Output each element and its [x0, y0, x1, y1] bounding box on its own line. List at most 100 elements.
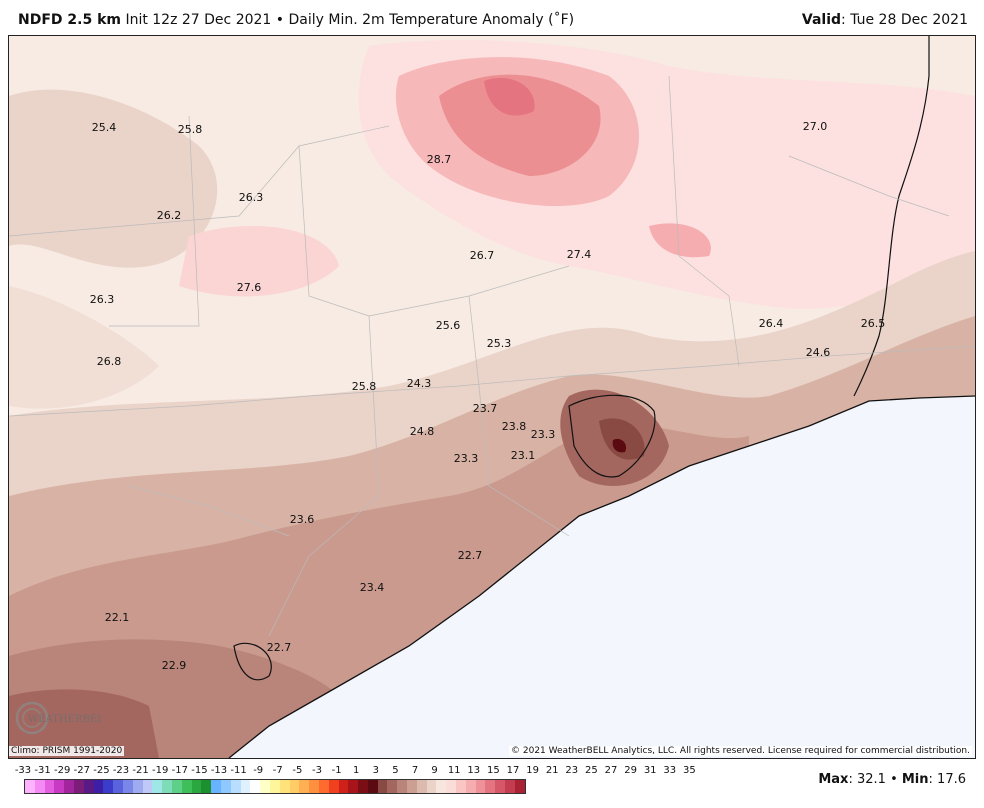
- legend-swatch: [338, 780, 349, 793]
- legend-swatch: [367, 780, 378, 793]
- legend-swatch: [309, 780, 319, 793]
- map-value: 23.1: [511, 449, 536, 462]
- legend-swatch: [475, 780, 486, 793]
- legend-swatch: [260, 780, 270, 793]
- anomaly-region: [9, 689, 159, 758]
- legend-swatch: [181, 780, 192, 793]
- map-value: 22.1: [105, 611, 130, 624]
- map-value: 24.8: [410, 425, 435, 438]
- legend-tick-label: 17: [506, 765, 520, 776]
- map-canvas: 25.4 25.8 28.7 27.0 26.3 26.2 26.7 27.4 …: [9, 36, 975, 758]
- legend-swatch: [142, 780, 153, 793]
- max-label: Max: [818, 772, 849, 787]
- map-value: 26.8: [97, 355, 122, 368]
- legend-swatch: [201, 780, 212, 793]
- map-value: 24.3: [407, 377, 432, 390]
- legend-swatch: [514, 780, 525, 793]
- legend-tick-label: 31: [643, 765, 657, 776]
- legend-colorbar: [24, 779, 526, 794]
- legend-swatch: [485, 780, 496, 793]
- map-title: NDFD 2.5 km Init 12z 27 Dec 2021 • Daily…: [18, 12, 574, 28]
- climo-note: Climo: PRISM 1991-2020: [9, 746, 125, 756]
- legend-tick-label: -15: [191, 765, 208, 776]
- legend-tick-label: -19: [152, 765, 169, 776]
- map-value: 25.3: [487, 337, 512, 350]
- color-legend: -33 -31 -29 -27 -25 -23 -21 -19 -17 -15 -13 -11 -9 -7…: [10, 765, 710, 805]
- anomaly-region: [649, 223, 711, 258]
- legend-tick-label: -17: [171, 765, 188, 776]
- legend-swatch: [171, 780, 182, 793]
- legend-swatch: [407, 780, 417, 793]
- legend-swatch: [152, 780, 163, 793]
- legend-tick-label: -1: [331, 765, 342, 776]
- legend-tick-label: 27: [604, 765, 618, 776]
- legend-swatch: [269, 780, 280, 793]
- legend-swatch: [505, 780, 515, 793]
- min-value: : 17.6: [928, 772, 966, 787]
- legend-tick-label: 11: [447, 765, 461, 776]
- legend-tick-label: 9: [431, 765, 438, 776]
- map-value: 24.6: [806, 346, 831, 359]
- weatherbell-logo: WEATHERBELL: [14, 698, 111, 738]
- max-min-stats: Max: 32.1 • Min: 17.6: [818, 772, 966, 787]
- legend-tick-label: 25: [585, 765, 598, 776]
- legend-tick-label: 29: [624, 765, 637, 776]
- legend-tick-label: -3: [312, 765, 322, 776]
- stats-separator: •: [890, 772, 898, 787]
- legend-tick-label: -31: [34, 765, 51, 776]
- legend-tick-label: 7: [411, 765, 419, 776]
- legend-tick-label: -9: [253, 765, 264, 776]
- map-value: 23.3: [454, 452, 479, 465]
- state-border: [853, 36, 930, 397]
- legend-swatch: [220, 780, 231, 793]
- logo-icon: WEATHERBELL: [15, 701, 111, 735]
- legend-swatch: [211, 780, 221, 793]
- map-value: 26.5: [861, 317, 886, 330]
- map-value: 26.7: [470, 249, 495, 262]
- legend-swatch: [44, 780, 55, 793]
- coastline: [228, 395, 975, 758]
- legend-swatch: [495, 780, 506, 793]
- legend-swatch: [132, 780, 143, 793]
- legend-tick-label: -33: [14, 765, 32, 776]
- legend-swatch: [377, 780, 388, 793]
- header-bar: NDFD 2.5 km Init 12z 27 Dec 2021 • Daily…: [0, 0, 984, 34]
- bay-outline: [568, 394, 656, 478]
- anomaly-region: [179, 226, 339, 297]
- legend-swatch: [54, 780, 65, 793]
- legend-tick-label: -29: [54, 765, 71, 776]
- model-name: NDFD 2.5 km: [18, 12, 121, 28]
- map-value: 23.8: [502, 420, 527, 433]
- legend-tick-label: 35: [683, 765, 696, 776]
- map-value: 27.4: [567, 248, 592, 261]
- legend-swatch: [73, 780, 84, 793]
- map-value-labels: 25.4 25.8 28.7 27.0 26.3 26.2 26.7 27.4 …: [90, 120, 886, 672]
- legend-tick-label: 23: [565, 765, 579, 776]
- legend-swatch: [93, 780, 104, 793]
- max-value: : 32.1: [848, 772, 886, 787]
- legend-swatch: [456, 780, 466, 793]
- map-value: 23.3: [531, 428, 556, 441]
- legend-swatch: [240, 780, 251, 793]
- temperature-anomaly-map: 25.4 25.8 28.7 27.0 26.3 26.2 26.7 27.4 …: [8, 35, 976, 759]
- svg-text:WEATHERBELL: WEATHERBELL: [28, 714, 102, 725]
- legend-tick-label: -13: [210, 765, 228, 776]
- title-bullet: •: [275, 12, 285, 28]
- legend-tick-label: -25: [93, 765, 110, 776]
- county-lines: [9, 75, 975, 637]
- min-label: Min: [901, 772, 929, 787]
- map-value: 25.4: [92, 121, 117, 134]
- map-value: 22.7: [458, 549, 483, 562]
- map-value: 22.9: [162, 659, 187, 672]
- valid-value: : Tue 28 Dec 2021: [841, 12, 968, 28]
- legend-swatch: [436, 780, 447, 793]
- legend-swatch: [426, 780, 437, 793]
- legend-swatch: [113, 780, 123, 793]
- legend-swatch: [397, 780, 408, 793]
- map-value: 26.3: [239, 191, 264, 204]
- legend-swatch: [446, 780, 457, 793]
- map-value: 26.3: [90, 293, 115, 306]
- legend-swatch: [64, 780, 74, 793]
- legend-swatch: [328, 780, 339, 793]
- map-value: 22.7: [267, 641, 292, 654]
